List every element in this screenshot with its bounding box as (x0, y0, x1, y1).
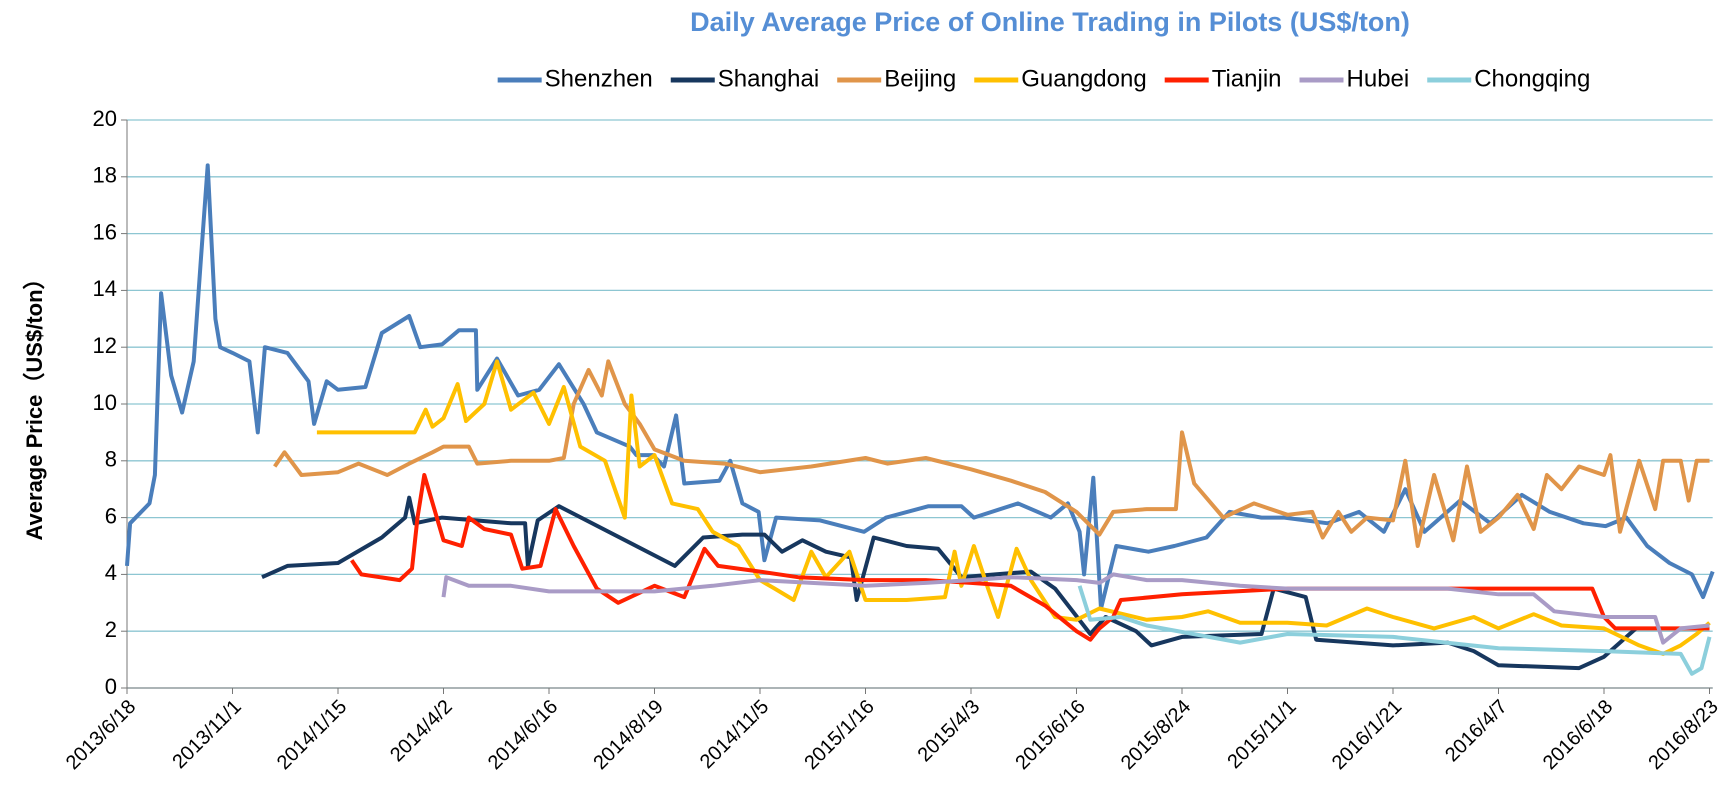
y-axis-label: Average Price（US$/ton） (22, 267, 47, 540)
x-tick-label: 2015/8/24 (1117, 696, 1195, 774)
x-tick-label: 2014/4/2 (386, 696, 457, 767)
series-line (316, 359, 1711, 656)
legend-label: Chongqing (1474, 65, 1590, 92)
legend-label: Guangdong (1021, 65, 1146, 92)
x-tick-label: 2014/1/15 (273, 696, 351, 774)
x-tick-label: 2015/11/1 (1223, 696, 1300, 773)
x-tick-label: 2015/6/16 (1011, 696, 1089, 774)
x-tick-label: 2016/1/21 (1328, 696, 1406, 774)
series-line (125, 163, 1715, 611)
x-tick-label: 2014/6/16 (484, 696, 562, 774)
y-tick-label: 16 (93, 219, 117, 244)
legend-label: Shanghai (718, 65, 819, 92)
x-tick-label: 2015/4/3 (914, 696, 985, 767)
y-tick-label: 8 (105, 447, 117, 472)
legend: Shenzhen Shanghai Beijing Guangdong Tianjin H… (497, 65, 1590, 92)
legend-label: Tianjin (1212, 65, 1282, 92)
series-line (441, 572, 1710, 645)
y-tick-label: 0 (105, 674, 117, 699)
y-tick-label: 12 (93, 333, 117, 358)
y-tick-label: 18 (93, 163, 117, 188)
chart-title: Daily Average Price of Online Trading in… (690, 7, 1410, 37)
y-tick-label: 2 (105, 617, 117, 642)
y-tick-label: 10 (93, 390, 117, 415)
x-tick-label: 2016/6/18 (1539, 696, 1617, 774)
series-line (350, 473, 1710, 642)
series-line (273, 359, 1710, 548)
x-tick-label: 2013/11/1 (168, 696, 245, 773)
y-tick-label: 6 (105, 503, 117, 528)
x-tick-label: 2014/8/19 (589, 696, 667, 774)
x-tick-label: 2016/4/7 (1441, 696, 1512, 767)
y-tick-label: 20 (93, 106, 117, 131)
x-tick-label: 2013/6/18 (62, 696, 140, 774)
series-line (261, 495, 1638, 671)
x-tick-label: 2016/8/23 (1644, 696, 1722, 774)
x-tick-label: 2014/11/5 (696, 696, 773, 773)
series-line (1077, 585, 1712, 676)
legend-label: Hubei (1347, 65, 1410, 92)
legend-label: Shenzhen (545, 65, 653, 92)
legend-label: Beijing (884, 65, 956, 92)
x-tick-label: 2015/1/16 (800, 696, 878, 774)
y-tick-label: 4 (105, 560, 117, 585)
y-tick-label: 14 (93, 276, 117, 301)
